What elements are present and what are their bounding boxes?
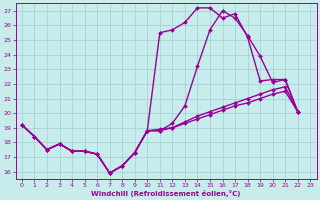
X-axis label: Windchill (Refroidissement éolien,°C): Windchill (Refroidissement éolien,°C) xyxy=(92,190,241,197)
